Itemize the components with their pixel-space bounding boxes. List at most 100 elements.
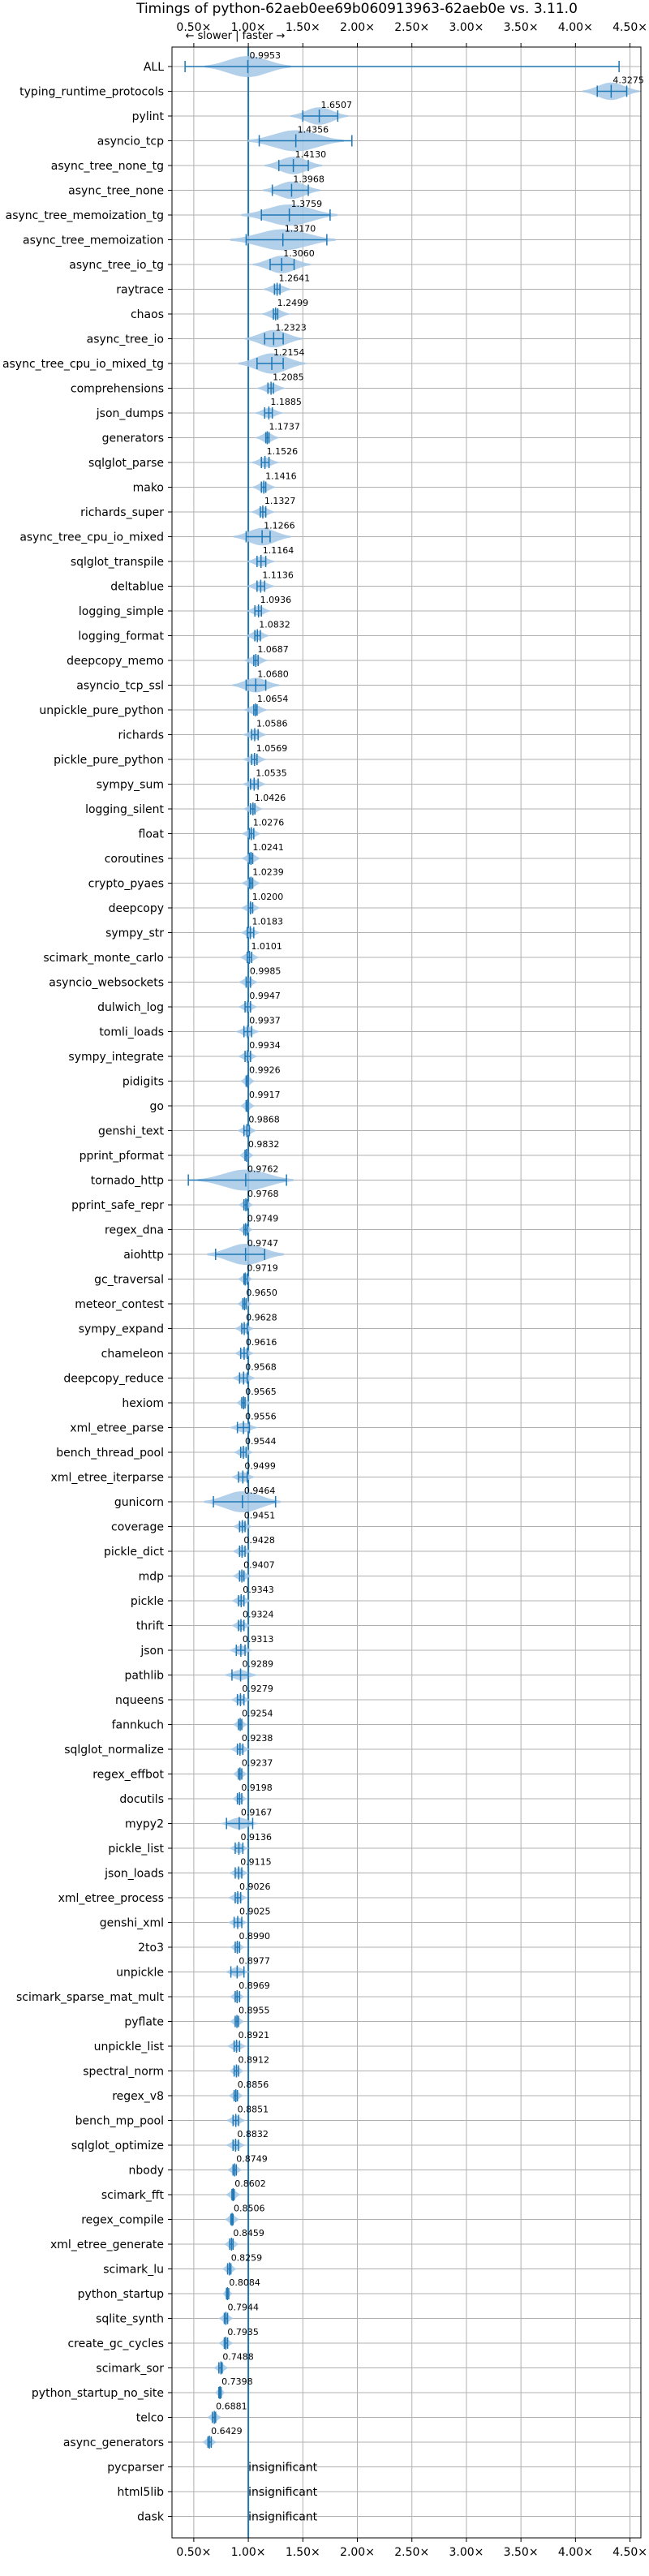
value-label: 0.9556	[245, 1412, 277, 1422]
category-label: sympy_str	[105, 927, 164, 940]
x-tick-label-top: 1.50×	[286, 21, 320, 34]
plot-frame	[171, 46, 642, 2539]
value-label: 1.2641	[279, 273, 311, 284]
category-label: python_startup	[78, 2288, 164, 2301]
value-label: 1.0239	[252, 867, 284, 878]
category-label: pprint_pformat	[80, 1150, 165, 1163]
category-label: unpickle_pure_python	[39, 704, 164, 717]
category-label: asyncio_websockets	[49, 977, 164, 990]
value-label: 0.8990	[239, 1931, 271, 1942]
value-label: 0.9762	[247, 1164, 279, 1175]
value-label: 0.9934	[249, 1040, 281, 1051]
category-label: async_tree_cpu_io_mixed	[19, 531, 164, 544]
category-label: deltablue	[110, 581, 164, 594]
category-label: richards_super	[80, 506, 164, 519]
category-label: async_generators	[63, 2436, 164, 2449]
category-label: chaos	[131, 308, 164, 321]
category-label: sqlglot_optimize	[71, 2139, 164, 2152]
category-label: 2to3	[138, 1942, 164, 1955]
category-label: dask	[137, 2511, 165, 2524]
value-label: 0.9464	[244, 1486, 276, 1496]
value-label: 0.9428	[243, 1535, 275, 1546]
value-label: 1.0101	[251, 941, 282, 952]
value-label: 0.9289	[243, 1659, 274, 1670]
category-label: deepcopy	[109, 902, 164, 915]
category-label: ALL	[144, 61, 164, 74]
category-label: html5lib	[118, 2486, 165, 2499]
category-label: asyncio_tcp	[97, 135, 164, 148]
category-label: unpickle	[116, 1967, 164, 1980]
value-label: 0.9917	[249, 1090, 281, 1100]
value-label: 0.8851	[238, 2105, 269, 2115]
value-label: 0.9868	[248, 1115, 280, 1125]
value-label: 1.3170	[285, 224, 316, 234]
value-label: 1.0586	[256, 719, 288, 729]
value-label: 1.2085	[273, 372, 304, 383]
category-label: logging_silent	[85, 803, 164, 816]
value-label: 0.8832	[237, 2129, 269, 2139]
category-label: sqlglot_parse	[88, 457, 164, 470]
value-label: 0.9324	[243, 1610, 274, 1620]
x-tick-label-bottom: 3.00×	[449, 2546, 484, 2559]
category-label: create_gc_cycles	[67, 2337, 164, 2350]
value-label: 0.9499	[244, 1461, 276, 1472]
x-tick-label-top: 4.00×	[558, 21, 593, 34]
direction-hint: ← slower | faster →	[186, 30, 286, 42]
category-label: mdp	[139, 1571, 165, 1584]
value-label: 0.8856	[238, 2079, 269, 2090]
x-tick-label-top: 2.00×	[340, 21, 375, 34]
category-label: crypto_pyaes	[88, 878, 164, 891]
value-label: 0.9749	[247, 1214, 279, 1224]
value-label: 0.6881	[216, 2402, 247, 2412]
category-label: bench_thread_pool	[56, 1447, 164, 1460]
value-label: 0.9937	[249, 1016, 281, 1026]
category-label: tornado_http	[91, 1175, 164, 1188]
category-label: unpickle_list	[94, 2041, 165, 2053]
value-label: 0.8259	[231, 2253, 263, 2264]
category-label: logging_simple	[79, 605, 164, 618]
category-label: nqueens	[115, 1694, 164, 1707]
x-tick-label-top: 4.50×	[612, 21, 647, 34]
category-label: asyncio_tcp_ssl	[76, 680, 164, 693]
value-label: 0.8955	[239, 2006, 270, 2016]
value-label: 0.9568	[245, 1362, 277, 1373]
value-label: 1.1164	[263, 545, 294, 556]
value-label: 0.9719	[247, 1263, 278, 1274]
category-label: scimark_sor	[96, 2363, 164, 2376]
value-label: 0.9650	[246, 1288, 277, 1298]
category-label: pidigits	[122, 1076, 164, 1089]
category-label: gc_traversal	[94, 1274, 164, 1287]
category-label: json	[140, 1645, 164, 1658]
category-label: pprint_safe_repr	[71, 1199, 164, 1212]
category-label: pylint	[132, 110, 165, 123]
category-label: async_tree_io_tg	[69, 259, 164, 272]
value-label: 1.0183	[252, 917, 284, 927]
value-label: 0.9343	[243, 1585, 274, 1595]
value-label: 1.6507	[321, 100, 353, 110]
value-label: 0.8969	[239, 1980, 270, 1991]
x-tick-label-top: 3.00×	[449, 21, 484, 34]
chart-title: Timings of python-62aeb0ee69b060913963-6…	[135, 1, 578, 17]
category-label: pickle_list	[108, 1843, 164, 1856]
category-label: coroutines	[105, 853, 164, 866]
category-label: regex_effbot	[92, 1769, 164, 1782]
x-tick-label-top: 3.50×	[504, 21, 539, 34]
category-label: genshi_xml	[100, 1917, 164, 1930]
insignificant-label: insignificant	[248, 2511, 318, 2524]
value-label: 1.0832	[259, 620, 290, 630]
category-label: thrift	[136, 1620, 165, 1633]
insignificant-label: insignificant	[248, 2486, 318, 2499]
category-label: pickle_dict	[104, 1546, 165, 1559]
value-label: 1.1416	[265, 471, 297, 482]
category-label: xml_etree_process	[58, 1892, 164, 1905]
value-label: 1.1266	[264, 521, 295, 531]
value-label: 0.7398	[221, 2376, 253, 2387]
value-label: 0.9313	[243, 1634, 274, 1645]
category-label: json_dumps	[96, 407, 164, 420]
category-label: chameleon	[101, 1348, 164, 1361]
value-label: 1.1885	[270, 397, 302, 407]
value-label: 0.8921	[239, 2030, 270, 2041]
value-label: 1.0276	[253, 818, 285, 828]
